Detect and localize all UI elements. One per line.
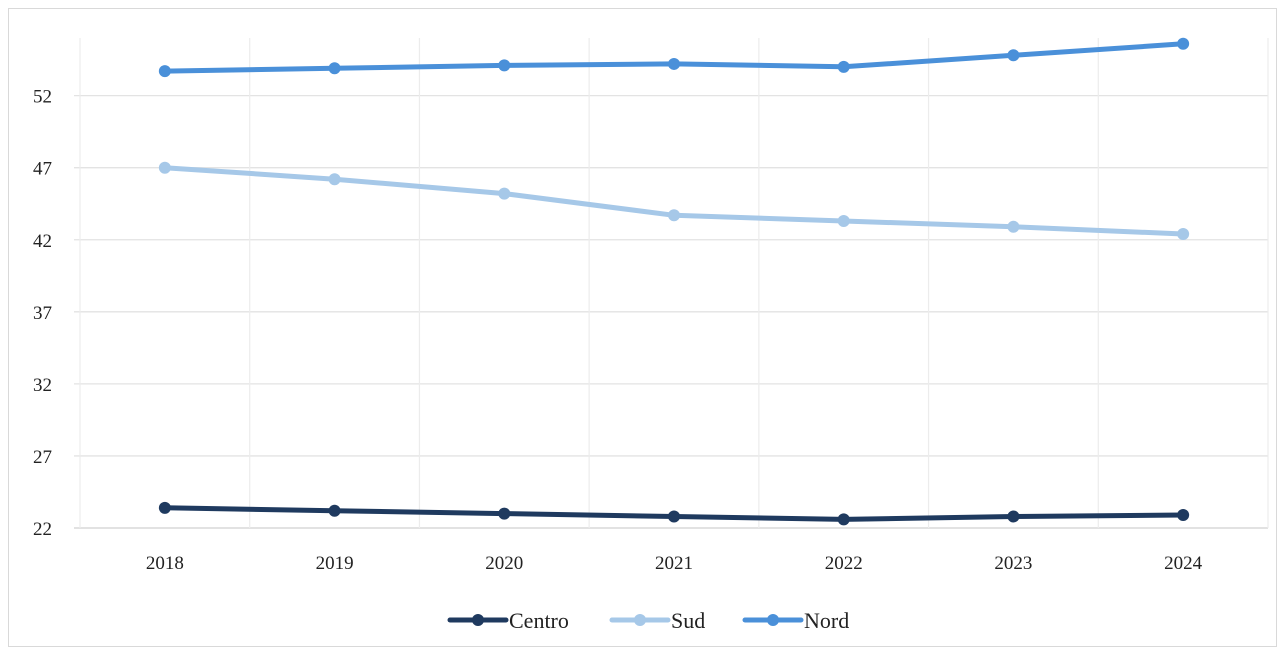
series-nord [158,37,1190,78]
data-point [668,57,680,70]
data-point [328,173,341,186]
grid-lines [74,38,1269,529]
y-tick-label: 22 [33,519,52,540]
chart-frame [8,8,1277,647]
legend-item-sud: Sud [609,608,705,633]
x-axis-ticks: 2018 2019 2020 2021 2022 2023 2024 [146,553,1203,574]
series-lines [158,37,1190,526]
x-tick-label: 2024 [1164,553,1203,574]
data-point [498,187,511,200]
data-point [498,59,511,72]
legend-item-centro: Centro [447,608,569,633]
data-point [1177,228,1190,240]
legend-item-nord: Nord [742,608,849,633]
y-tick-label: 52 [33,87,52,108]
legend-label: Sud [671,608,705,633]
x-tick-label: 2019 [316,553,354,574]
data-point [668,510,680,523]
y-tick-label: 47 [33,159,52,180]
data-point [837,60,850,73]
data-point [668,209,680,222]
y-tick-label: 27 [33,447,52,468]
data-point [1177,509,1190,522]
data-point [328,62,341,75]
y-tick-label: 37 [33,303,52,324]
x-tick-label: 2021 [655,553,693,574]
data-point [328,504,341,517]
data-point [1007,49,1020,62]
data-point [158,501,171,514]
data-point [158,65,171,78]
legend-marker [634,614,646,626]
y-tick-label: 42 [33,231,52,252]
x-tick-label: 2020 [485,553,523,574]
data-point [158,161,171,174]
data-point [837,215,850,228]
data-point [1007,220,1020,233]
x-tick-label: 2022 [825,553,863,574]
series-line [162,165,1186,237]
legend: Centro Sud Nord [447,608,849,633]
legend-marker [767,614,779,626]
data-point [1177,37,1190,50]
legend-marker [472,614,484,626]
series-centro [158,501,1190,526]
data-point [837,513,850,526]
series-sud [158,161,1190,240]
legend-label: Nord [804,608,849,633]
y-axis-ticks: 22 27 32 37 42 47 52 [33,87,52,540]
y-tick-label: 32 [33,375,52,396]
data-point [1007,510,1020,523]
x-tick-label: 2018 [146,553,184,574]
legend-label: Centro [509,608,569,633]
x-tick-label: 2023 [994,553,1032,574]
data-point [498,507,511,520]
